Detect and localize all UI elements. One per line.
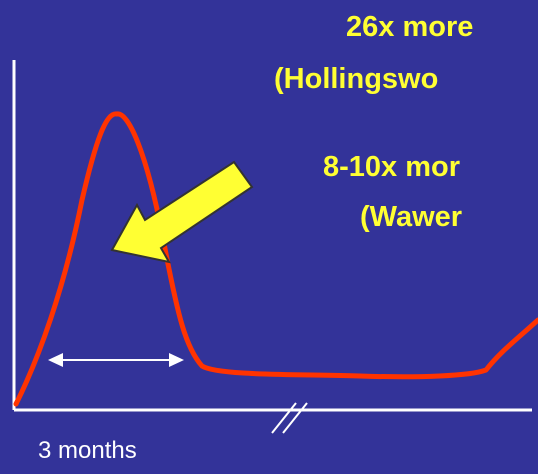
annotation-line-1: 26x more xyxy=(346,11,474,43)
annotation-line-3: 8-10x mor xyxy=(323,151,461,183)
annotation-line-2: (Hollingswo xyxy=(274,63,439,95)
peak-pointer-arrow xyxy=(110,160,254,264)
duration-arrowhead-left xyxy=(48,353,63,367)
duration-arrowhead-right xyxy=(169,353,184,367)
axis-break-mark xyxy=(282,402,308,434)
infectiousness-curve xyxy=(13,111,538,407)
axis-break-mark xyxy=(271,402,297,434)
x-axis-label: 3 months xyxy=(38,437,137,464)
annotation-line-4: (Wawer xyxy=(360,201,463,233)
